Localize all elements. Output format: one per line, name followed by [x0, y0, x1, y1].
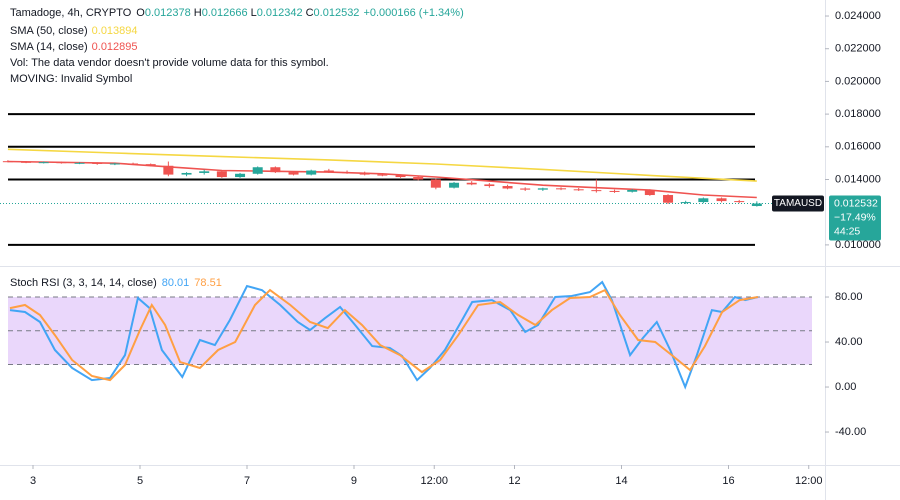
legend-row: SMA (50, close) 0.013894: [10, 25, 138, 37]
y-tick-label: 0.00: [835, 381, 856, 393]
legend-change: +0.000166 (+1.34%): [363, 7, 463, 19]
x-tick-label: 12:00: [420, 475, 448, 487]
candle-body: [449, 182, 460, 188]
price-box-label: 0.012532: [834, 197, 878, 209]
candle-body: [163, 165, 174, 175]
candle-body: [377, 174, 388, 176]
legend-series-value: 0.012895: [92, 41, 138, 53]
candle-body: [680, 202, 691, 204]
candle-body: [556, 188, 567, 190]
candle-body: [2, 161, 13, 163]
candle-body: [92, 162, 103, 164]
y-tick-label: 0.022000: [835, 43, 881, 55]
legend-ohlc-value: 0.012342: [257, 7, 303, 19]
legend-ohlc-label: O: [136, 7, 145, 19]
stoch-line: [9, 288, 759, 382]
sma-line: [7, 148, 757, 182]
symbol-box: [772, 195, 824, 212]
candle-body: [716, 198, 727, 202]
candle-body: [21, 161, 32, 163]
y-tick-label: 0.024000: [835, 10, 881, 22]
candle-body: [216, 171, 227, 178]
legend-row: SMA (14, close) 0.012895: [10, 41, 138, 53]
candle-body: [502, 186, 513, 189]
x-tick-label: 16: [722, 475, 734, 487]
legend-ohlc-label: H: [194, 7, 202, 19]
symbol-label: TAMAUSD: [774, 198, 822, 209]
legend-row: Tamadoge, 4h, CRYPTO O0.012378 H0.012666 L0…: [10, 7, 464, 19]
candle-body: [235, 173, 246, 178]
candle-body: [537, 188, 548, 190]
y-tick-label: 0.010000: [835, 239, 881, 251]
candle-body: [734, 201, 745, 203]
y-tick-label: 40.00: [835, 336, 863, 348]
legend-ohlc-value: 0.012666: [202, 7, 248, 19]
candle-body: [591, 190, 602, 192]
candle-body: [644, 189, 655, 196]
candle-body: [128, 163, 139, 165]
legend-note: MOVING: Invalid Symbol: [10, 73, 132, 85]
candle-body: [56, 162, 67, 164]
legend-series-value: 0.013894: [92, 25, 138, 37]
x-tick-label: 9: [351, 475, 357, 487]
price-box-label: −17.49%: [834, 211, 876, 223]
candle-body: [306, 170, 317, 175]
y-tick-label: 0.020000: [835, 75, 881, 87]
candle-body: [751, 203, 762, 207]
x-tick-label: 12:00: [795, 475, 823, 487]
candle-body: [627, 189, 638, 192]
legend-ohlc-label: C: [306, 7, 314, 19]
candle-body: [573, 189, 584, 191]
candle-body: [520, 188, 531, 190]
candle-body: [484, 184, 495, 187]
candle-body: [145, 164, 156, 166]
y-tick-label: 0.016000: [835, 141, 881, 153]
candle-body: [466, 182, 477, 185]
candle-body: [323, 170, 334, 173]
sma-line: [7, 160, 757, 199]
legend-series-name: SMA (14, close): [10, 41, 88, 53]
candle-body: [270, 167, 281, 173]
candle-body: [74, 162, 85, 164]
stoch-title: Stoch RSI (3, 3, 14, 14, close): [10, 277, 157, 289]
x-tick-label: 3: [30, 475, 36, 487]
candle-body: [413, 177, 424, 180]
candle-body: [663, 195, 674, 203]
y-tick-label: 0.018000: [835, 108, 881, 120]
y-tick-label: 80.00: [835, 291, 863, 303]
price-box-label: 44:25: [834, 225, 860, 237]
x-tick-label: 12: [508, 475, 520, 487]
legend-series-name: SMA (50, close): [10, 25, 88, 37]
legend-ohlc-value: 0.012532: [314, 7, 360, 19]
candle-body: [288, 172, 299, 175]
candle-body: [181, 172, 192, 175]
price-box: [829, 195, 881, 241]
candle-body: [359, 172, 370, 175]
legend-symbol: Tamadoge, 4h, CRYPTO: [10, 7, 132, 19]
legend-ohlc-label: L: [251, 7, 257, 19]
stoch-legend-value: 78.51: [194, 277, 222, 289]
candle-body: [252, 167, 263, 174]
candle-body: [395, 175, 406, 178]
candle-body: [38, 162, 49, 164]
stoch-legend: Stoch RSI (3, 3, 14, 14, close) 80.01 78.5…: [10, 277, 222, 289]
candle-body: [342, 172, 353, 174]
candle-body: [430, 179, 441, 188]
candle-body: [698, 198, 709, 203]
candle-body: [109, 163, 120, 165]
candle-body: [199, 171, 210, 173]
candle-body: [609, 190, 620, 192]
y-tick-label: 0.014000: [835, 173, 881, 185]
legend-ohlc-value: 0.012378: [145, 7, 191, 19]
stoch-legend-value: 80.01: [162, 277, 190, 289]
legend-note: Vol: The data vendor doesn't provide vol…: [10, 57, 329, 69]
x-tick-label: 5: [137, 475, 143, 487]
x-tick-label: 14: [615, 475, 627, 487]
y-tick-label: -40.00: [835, 426, 866, 438]
x-tick-label: 7: [244, 475, 250, 487]
